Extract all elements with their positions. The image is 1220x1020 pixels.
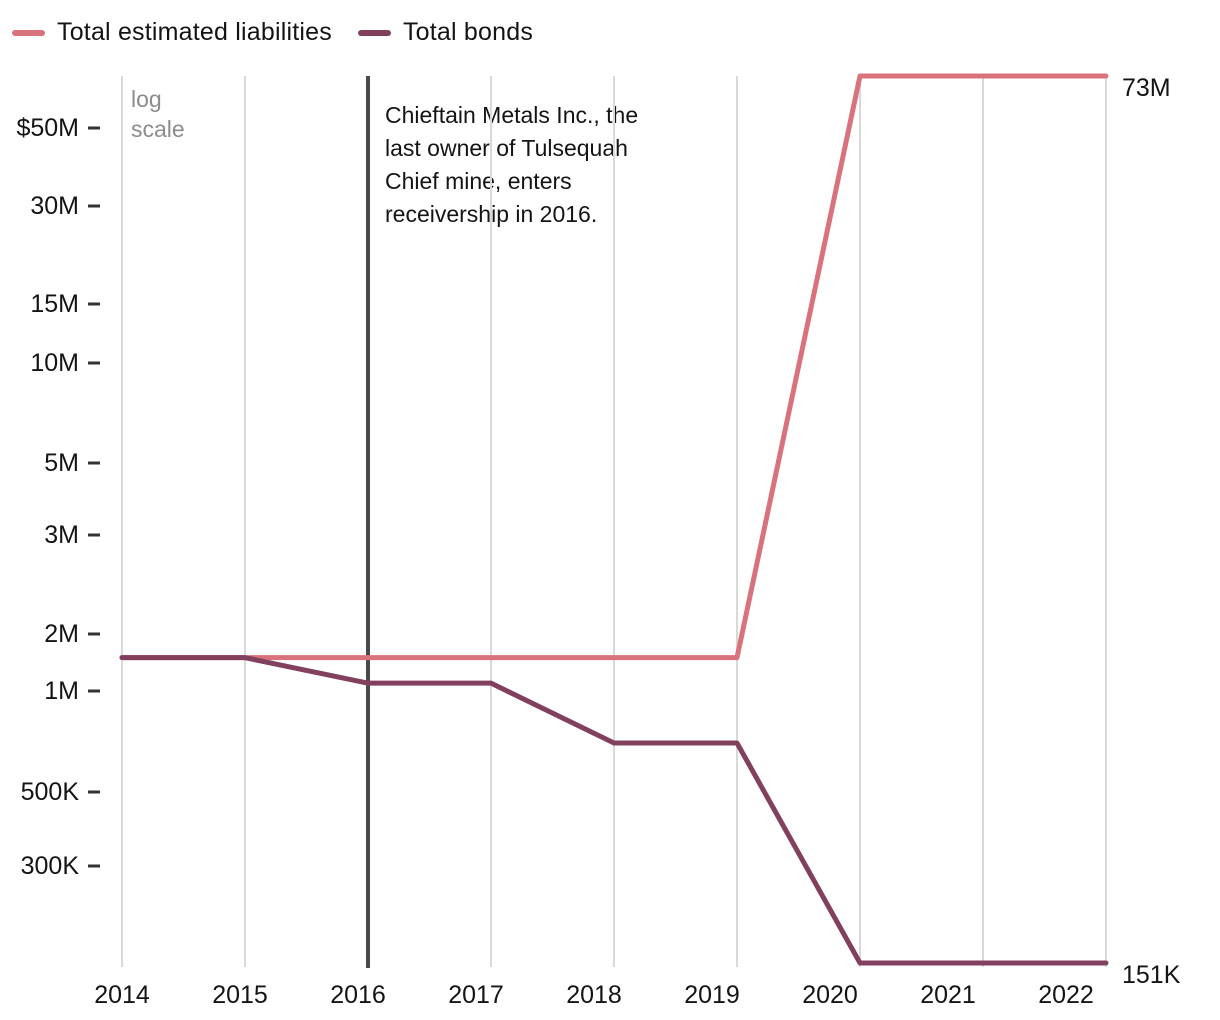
y-tick-label: 500K (21, 778, 80, 806)
annotation-line: last owner of Tulsequah (385, 135, 628, 161)
liabilities-line-swatch-icon (12, 29, 45, 36)
y-tick-label: 5M (44, 449, 79, 477)
x-tick-label: 2020 (802, 981, 858, 1009)
bonds-line-swatch-icon (357, 29, 391, 36)
y-tick-label: 2M (44, 620, 79, 648)
end-label-bonds: 151K (1122, 961, 1181, 989)
y-tick-label: 300K (21, 852, 80, 880)
log-scale-note: log scale (131, 84, 185, 144)
annotation-line: Chief mine, enters (385, 168, 572, 194)
x-tick-label: 2014 (94, 981, 150, 1009)
x-tick-label: 2016 (330, 981, 386, 1009)
y-tick-label: 30M (30, 192, 79, 220)
x-tick-label: 2021 (920, 981, 976, 1009)
y-tick-label: 1M (44, 677, 79, 705)
log-scale-note-line2: scale (131, 116, 185, 142)
series-liabilities-line (119, 73, 1109, 661)
x-tick-label: 2022 (1038, 981, 1094, 1009)
y-tick-label: 3M (44, 521, 79, 549)
x-tick-label: 2017 (448, 981, 504, 1009)
legend: Total estimated liabilities Total bonds (12, 18, 533, 47)
end-label-liabilities: 73M (1122, 74, 1171, 102)
legend-item-bonds: Total bonds (357, 18, 534, 47)
y-tick-label: 10M (30, 349, 79, 377)
annotation-line: Chieftain Metals Inc., the (385, 102, 639, 128)
x-tick-label: 2019 (684, 981, 740, 1009)
log-scale-note-line1: log (131, 86, 162, 112)
y-tick-label: $50M (16, 114, 79, 142)
legend-label-bonds: Total bonds (402, 18, 534, 46)
series-bonds-line (119, 655, 1109, 966)
x-tick-label: 2015 (212, 981, 268, 1009)
x-tick-label: 2018 (566, 981, 622, 1009)
y-tick-label: 15M (30, 290, 79, 318)
legend-label-liabilities: Total estimated liabilities (57, 18, 332, 46)
legend-item-liabilities: Total estimated liabilities (12, 18, 332, 47)
